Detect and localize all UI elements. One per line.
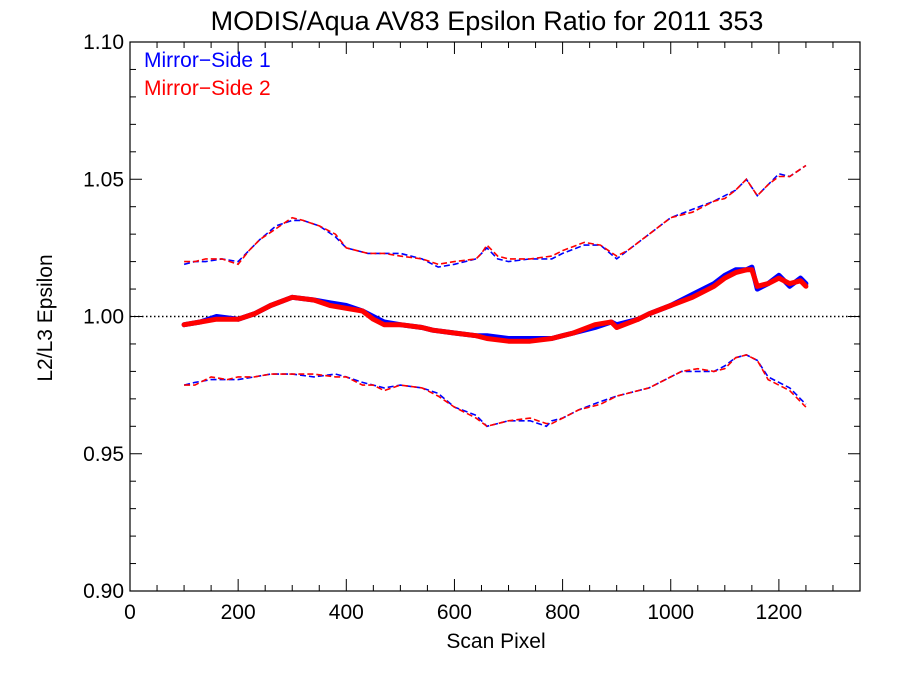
legend: Mirror−Side 1 Mirror−Side 2 [144,49,271,100]
x-tick-label: 200 [221,601,256,624]
legend-entry-mirror-side-2: Mirror−Side 2 [144,77,271,100]
mirror-side-2-mean-ratio-line [181,267,809,344]
mirror-side-1-upper-bound-line [183,164,807,268]
x-tick-label: 1000 [647,601,694,624]
y-tick-label: 1.00 [83,306,124,329]
mirror-side-2-lower-bound-line [184,354,807,428]
mirror-side-2-upper-bound-line [184,164,807,266]
y-tick-label: 0.95 [83,443,124,466]
axis-tick-labels: 0 200 400 600 800 1000 1200 0.90 0.95 1.00 1.05 1.1… [83,31,802,624]
mirror-side-1-lower-bound-line [183,354,807,428]
y-tick-label: 1.05 [83,168,124,191]
x-tick-label: 400 [329,601,364,624]
x-axis-label: Scan Pixel [446,630,545,653]
x-tick-label: 0 [124,601,136,624]
chart-title: MODIS/Aqua AV83 Epsilon Ratio for 2011 3… [211,6,764,36]
series-mirror-side-1 [181,164,809,428]
axis-ticks [129,41,861,592]
y-axis-label: L2/L3 Epsilon [34,254,57,381]
x-tick-label: 800 [545,601,580,624]
x-tick-label: 1200 [756,601,803,624]
y-tick-label: 1.10 [83,31,124,54]
x-tick-label: 600 [437,601,472,624]
series-layer [181,164,809,428]
series-mirror-side-2 [181,164,809,428]
legend-entry-mirror-side-1: Mirror−Side 1 [144,49,271,72]
y-tick-label: 0.90 [83,580,124,603]
